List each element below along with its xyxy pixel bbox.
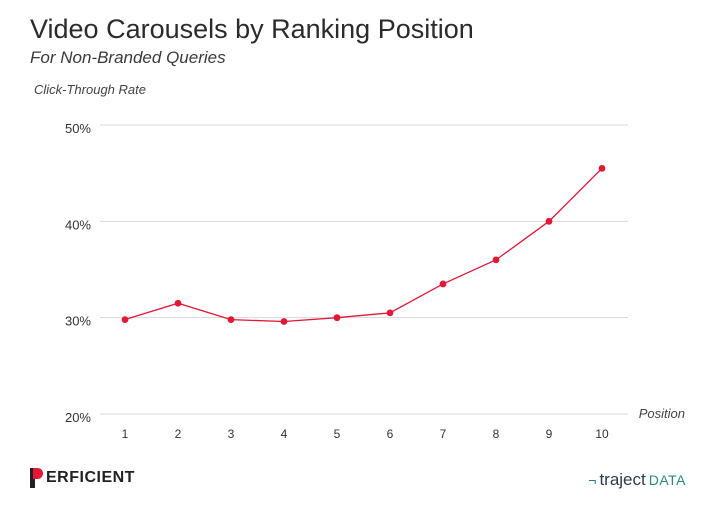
chart-title: Video Carousels by Ranking Position (30, 14, 474, 44)
data-point (598, 164, 606, 172)
series-group (121, 164, 606, 325)
x-tick-label: 7 (440, 427, 447, 441)
x-tick-label: 8 (493, 427, 500, 441)
data-point (280, 318, 288, 325)
data-point (333, 314, 341, 322)
perficient-logo: ERFICIENT (30, 468, 135, 488)
data-point (174, 299, 182, 307)
y-tick-label: 30% (65, 314, 91, 329)
x-tick-label: 5 (334, 427, 341, 441)
traject-logo-suffix: DATA (648, 472, 686, 488)
data-point (227, 316, 235, 323)
gridlines (100, 124, 628, 415)
y-tick-labels: 20% 30% 40% 50% (65, 121, 91, 425)
y-tick-label: 40% (65, 217, 91, 232)
x-tick-label: 10 (595, 427, 609, 441)
traject-logo-word: traject (599, 470, 646, 489)
data-point (121, 316, 129, 323)
trajectdata-logo: ¬ traject DATA (588, 470, 686, 490)
x-tick-label: 2 (175, 427, 182, 441)
y-axis-label: Click-Through Rate (34, 82, 146, 97)
chart-subtitle: For Non-Branded Queries (30, 48, 226, 67)
perficient-p-mark-icon (30, 468, 44, 488)
x-tick-label: 4 (281, 427, 288, 441)
x-axis-label: Position (639, 406, 685, 421)
perficient-logo-text: ERFICIENT (46, 469, 135, 486)
x-tick-labels: 1 2 3 4 5 6 7 8 9 10 (122, 427, 609, 441)
data-point (439, 280, 447, 288)
y-tick-label: 20% (65, 410, 91, 425)
x-tick-label: 3 (228, 427, 235, 441)
x-tick-label: 9 (546, 427, 553, 441)
x-tick-label: 6 (387, 427, 394, 441)
series-line (124, 167, 603, 323)
traject-mark-icon: ¬ (588, 472, 597, 488)
data-point (386, 309, 394, 317)
data-point (492, 256, 500, 264)
data-point (545, 217, 553, 225)
x-tick-label: 1 (122, 427, 129, 441)
y-tick-label: 50% (65, 121, 91, 136)
